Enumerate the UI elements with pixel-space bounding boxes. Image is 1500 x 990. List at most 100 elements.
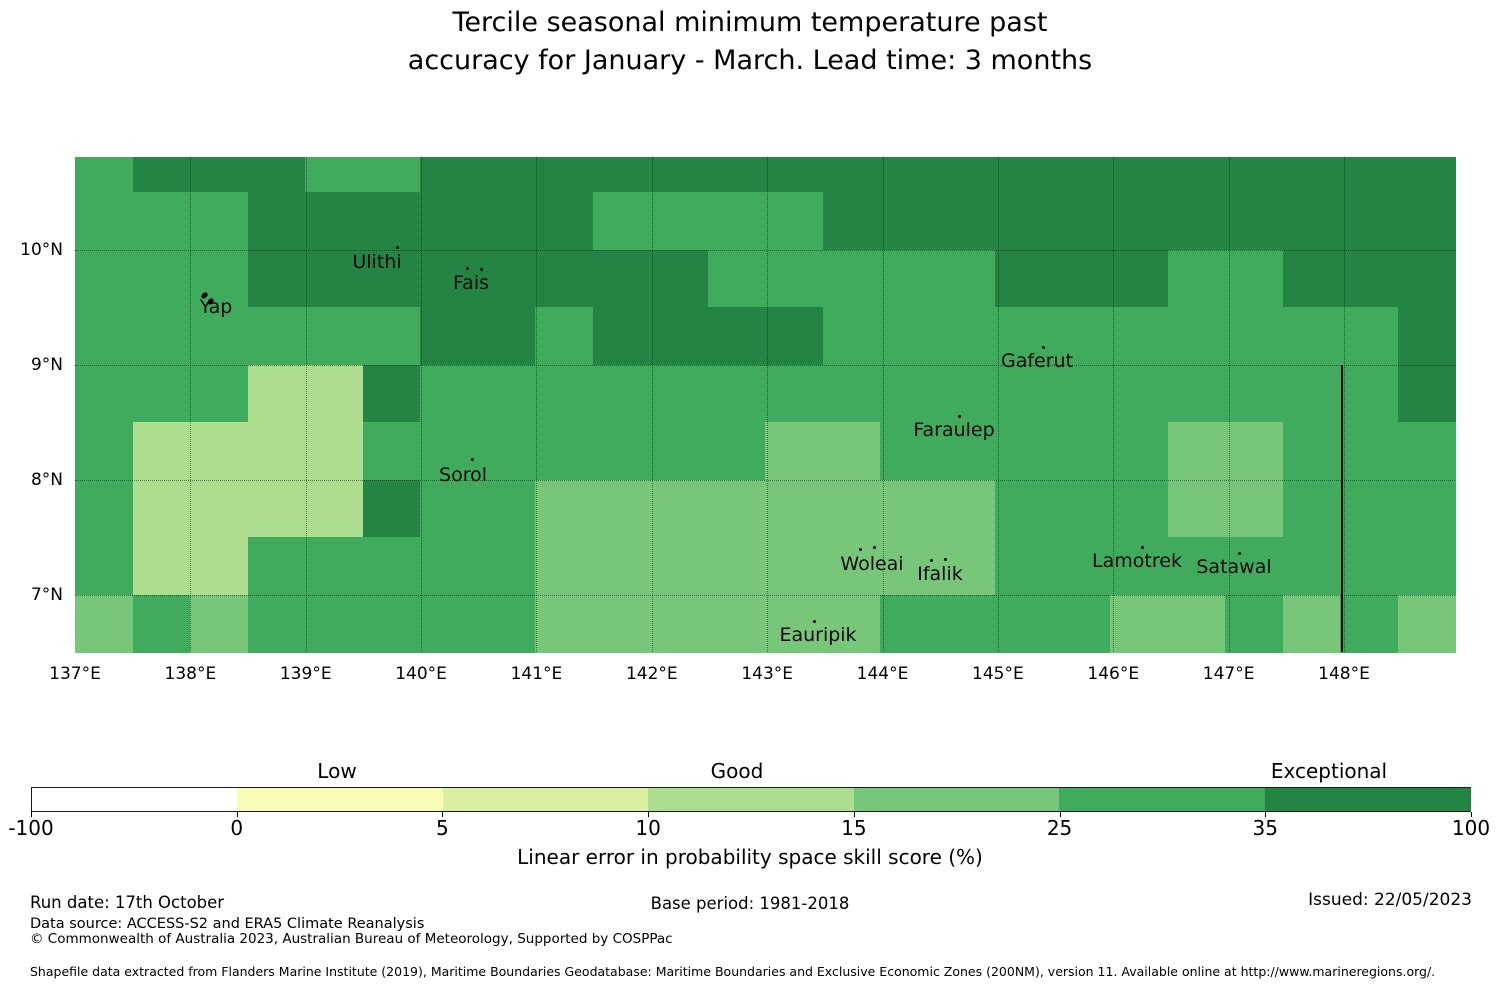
island-marker bbox=[1042, 346, 1045, 349]
colorbar-tick-mark bbox=[236, 812, 238, 817]
island-label: Sorol bbox=[439, 464, 487, 486]
island-label: Woleai bbox=[840, 553, 904, 575]
colorbar-tick-label: 5 bbox=[436, 816, 449, 840]
map-cell bbox=[822, 249, 881, 308]
map-cell bbox=[822, 537, 881, 596]
map-cell bbox=[247, 249, 306, 308]
map-cell bbox=[937, 364, 996, 423]
map-cell bbox=[707, 479, 766, 538]
map-cell bbox=[1397, 249, 1456, 308]
map-cell bbox=[1225, 249, 1284, 308]
map-cell bbox=[190, 479, 249, 538]
map-cell bbox=[1110, 307, 1169, 366]
map-cell bbox=[1110, 537, 1169, 596]
map-cell bbox=[1052, 307, 1111, 366]
colorbar-category-label: Exceptional bbox=[1270, 759, 1388, 783]
map-cell bbox=[1282, 594, 1341, 653]
map-cell bbox=[880, 537, 939, 596]
map-cell bbox=[132, 537, 191, 596]
x-tick-label: 147°E bbox=[1202, 664, 1255, 684]
map-cell bbox=[650, 157, 709, 193]
map-cell bbox=[190, 594, 249, 653]
colorbar-tick-mark bbox=[853, 812, 855, 817]
colorbar-axis-label: Linear error in probability space skill … bbox=[517, 845, 983, 869]
map-cell bbox=[535, 594, 594, 653]
map-cell bbox=[880, 479, 939, 538]
map-cell bbox=[75, 422, 134, 481]
map-cell bbox=[1340, 422, 1399, 481]
island-marker bbox=[944, 558, 947, 561]
map-cell bbox=[1340, 479, 1399, 538]
map-cell bbox=[1110, 192, 1169, 251]
colorbar-segment bbox=[237, 788, 444, 811]
map-cell bbox=[765, 157, 824, 193]
colorbar-segment bbox=[442, 788, 649, 811]
map-cell bbox=[592, 364, 651, 423]
colorbar-tick-label: 100 bbox=[1451, 816, 1491, 840]
map-cell bbox=[707, 192, 766, 251]
map-cell bbox=[477, 192, 536, 251]
map-cell bbox=[535, 479, 594, 538]
map-cell bbox=[1110, 479, 1169, 538]
map-cell bbox=[1167, 157, 1226, 193]
map-cell bbox=[362, 157, 421, 193]
map-cell bbox=[707, 594, 766, 653]
map-cell bbox=[822, 422, 881, 481]
map-cell bbox=[132, 479, 191, 538]
map-cell bbox=[305, 307, 364, 366]
map-cell bbox=[535, 364, 594, 423]
longitude-gridline bbox=[190, 157, 192, 652]
map-cell bbox=[765, 249, 824, 308]
map-cell bbox=[420, 249, 479, 308]
map-cell bbox=[305, 192, 364, 251]
y-tick-label: 9°N bbox=[30, 355, 63, 375]
map-cell bbox=[362, 192, 421, 251]
x-tick-label: 139°E bbox=[279, 664, 332, 684]
map-cell bbox=[305, 364, 364, 423]
footer-copyright: © Commonwealth of Australia 2023, Austra… bbox=[30, 931, 673, 947]
map-cell bbox=[995, 479, 1054, 538]
map-cell bbox=[1282, 364, 1341, 423]
map-cell bbox=[477, 422, 536, 481]
map-cell bbox=[1340, 249, 1399, 308]
map-cell bbox=[765, 594, 824, 653]
map-cell bbox=[1167, 422, 1226, 481]
map-cell bbox=[1167, 307, 1226, 366]
map-cell bbox=[765, 307, 824, 366]
map-cell bbox=[650, 249, 709, 308]
longitude-gridline bbox=[882, 157, 884, 652]
map-cell bbox=[592, 192, 651, 251]
map-cell bbox=[190, 537, 249, 596]
map-cell bbox=[1397, 537, 1456, 596]
colorbar bbox=[31, 787, 1471, 812]
map-cell bbox=[75, 594, 134, 653]
island-marker bbox=[396, 246, 399, 249]
island-marker bbox=[873, 546, 876, 549]
longitude-gridline bbox=[997, 157, 999, 652]
island-marker bbox=[859, 548, 862, 551]
latitude-gridline bbox=[75, 595, 1455, 596]
map-cell bbox=[75, 192, 134, 251]
longitude-gridline bbox=[1228, 157, 1230, 652]
map-cell bbox=[362, 479, 421, 538]
map-cell bbox=[937, 422, 996, 481]
map-cell bbox=[1225, 307, 1284, 366]
map-cell bbox=[247, 479, 306, 538]
map-cell bbox=[1167, 537, 1226, 596]
colorbar-tick-label: -100 bbox=[8, 816, 54, 840]
map-cell bbox=[1282, 422, 1341, 481]
map-cell bbox=[650, 192, 709, 251]
map-cell bbox=[1282, 537, 1341, 596]
map-cell bbox=[1167, 249, 1226, 308]
title-line-2: accuracy for January - March. Lead time:… bbox=[407, 45, 1093, 76]
map-cell bbox=[1225, 422, 1284, 481]
map-cell bbox=[477, 479, 536, 538]
longitude-gridline bbox=[651, 157, 653, 652]
map-cell bbox=[477, 537, 536, 596]
map-cell bbox=[1052, 249, 1111, 308]
map-cell bbox=[132, 422, 191, 481]
x-tick-label: 142°E bbox=[625, 664, 678, 684]
map-cell bbox=[75, 307, 134, 366]
colorbar-segment bbox=[853, 788, 1060, 811]
